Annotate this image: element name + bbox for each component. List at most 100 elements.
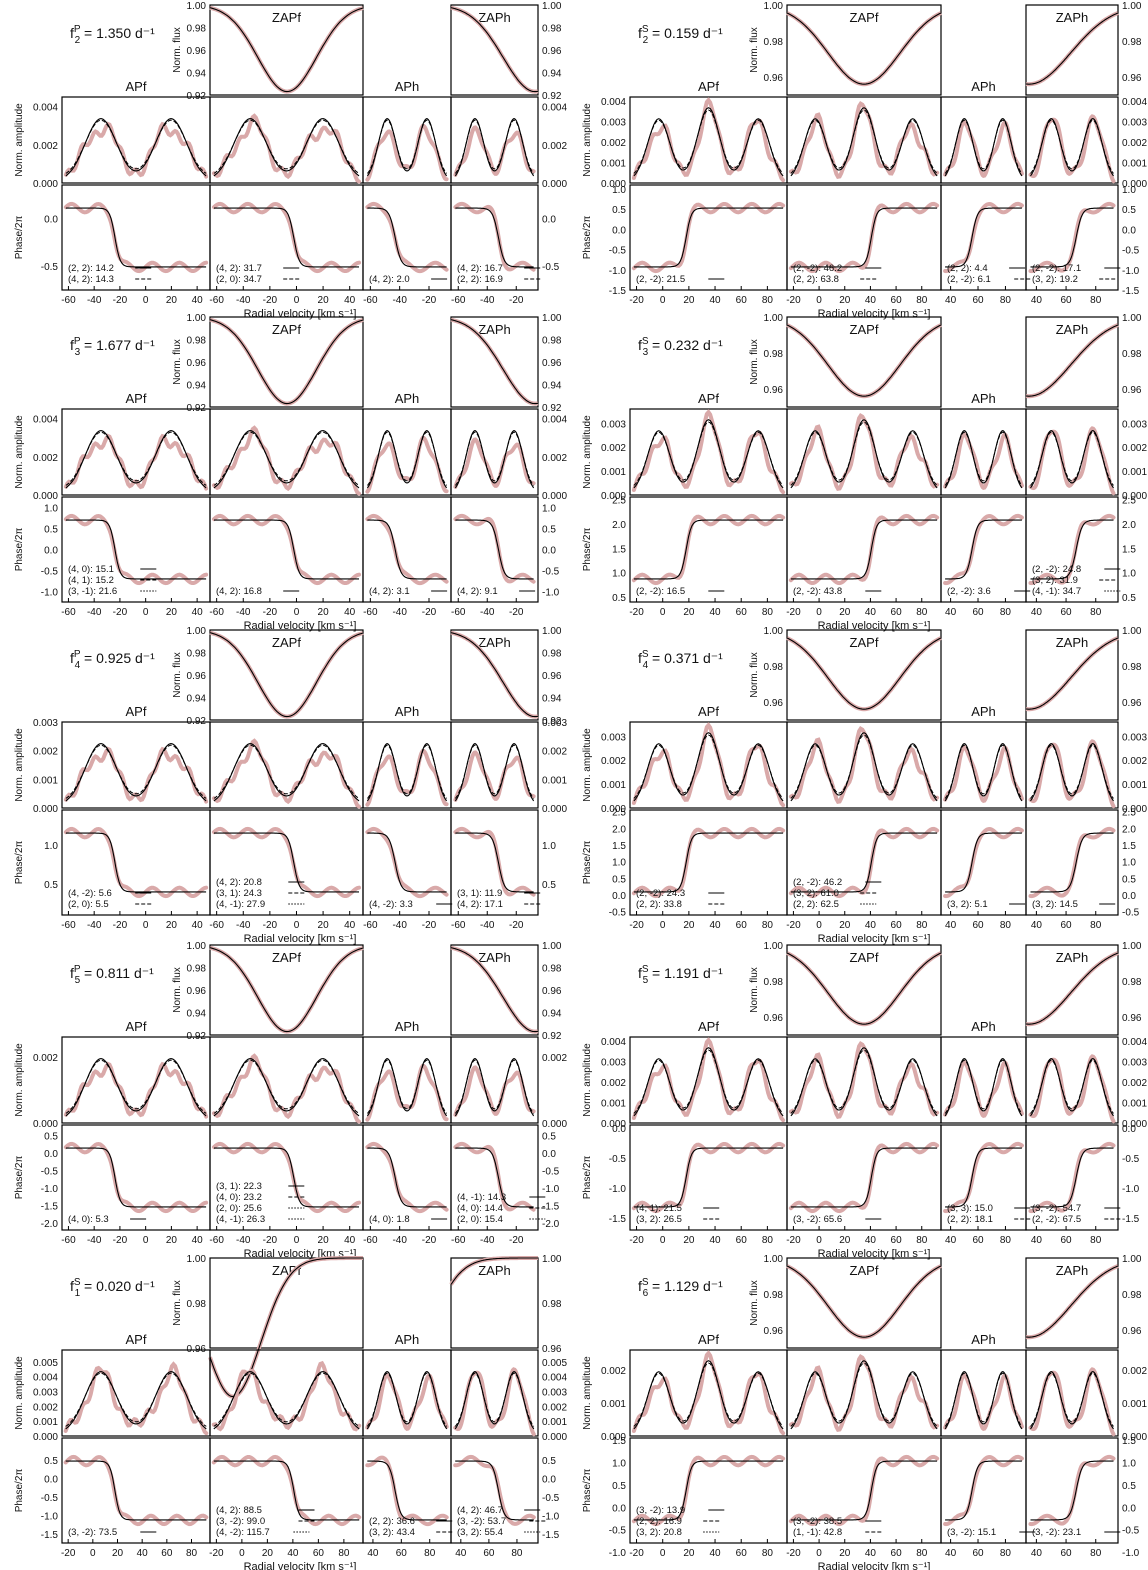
xtick-label: 60 bbox=[972, 1548, 984, 1559]
apf-amplitude-model-2 bbox=[633, 1362, 784, 1427]
xtick-label: -20 bbox=[113, 295, 128, 306]
legend-zapf-text: (2, 0): 25.6 bbox=[216, 1203, 262, 1214]
legend-zaph-text: (4, 2): 16.7 bbox=[457, 263, 503, 274]
zapf-amplitude-observed bbox=[211, 1360, 362, 1432]
legend-zapf-text: (2, -2): 46.2 bbox=[793, 877, 842, 888]
xtick-label: 80 bbox=[338, 1548, 350, 1559]
zapf-amplitude-model bbox=[790, 1360, 938, 1430]
aph-title: APh bbox=[971, 1019, 996, 1034]
zaph-amplitude-model-2 bbox=[454, 431, 535, 486]
apf-amplitude-model bbox=[65, 1371, 207, 1430]
xtick-label: 40 bbox=[137, 1548, 149, 1559]
chart-block-9: fS 1 = 0.020 d⁻¹ ZAPf ZAPh 1.00 1.00 0.98 0.98 0… bbox=[14, 1254, 567, 1570]
xtick-label: 60 bbox=[736, 295, 748, 306]
flux-ytick-right: 0.94 bbox=[542, 69, 562, 80]
xtick-label: 80 bbox=[762, 607, 774, 618]
aph-phase-model bbox=[367, 832, 447, 893]
xtick-label: -40 bbox=[480, 295, 495, 306]
apf-amplitude-observed bbox=[63, 1361, 209, 1436]
phase-ytick: -1.0 bbox=[609, 1184, 627, 1195]
xtick-label: -40 bbox=[480, 1235, 495, 1246]
xtick-label: 40 bbox=[945, 1548, 957, 1559]
flux-ytick: 0.94 bbox=[187, 694, 207, 705]
xtick-label: -60 bbox=[61, 1235, 76, 1246]
phase-ytick-right: 0.0 bbox=[542, 1475, 556, 1486]
amplitude-ytick-right: 0.000 bbox=[542, 1432, 567, 1443]
xtick-label: 20 bbox=[683, 920, 695, 931]
chart-block-8: fS 5 = 1.191 d⁻¹ ZAPf ZAPh 1.00 1.00 0.98 0.98 0… bbox=[582, 941, 1147, 1260]
flux-axis-label: Norm. flux bbox=[749, 652, 760, 698]
flux-ytick: 0.98 bbox=[187, 1299, 207, 1310]
xtick-label: -20 bbox=[263, 1235, 278, 1246]
xtick-label: 20 bbox=[839, 295, 851, 306]
flux-ytick-right: 1.00 bbox=[1122, 1254, 1142, 1265]
zapf-amplitude-observed bbox=[788, 412, 940, 492]
amplitude-ytick-right: 0.002 bbox=[1122, 138, 1147, 149]
zapf-amplitude-model-2 bbox=[213, 431, 360, 486]
zapf-phase-model bbox=[213, 1460, 360, 1521]
x-axis-label: Radial velocity [km s⁻¹] bbox=[244, 620, 357, 632]
legend-zaph-text: (3, 2): 19.2 bbox=[1032, 274, 1078, 285]
aph-phase-observed bbox=[365, 201, 449, 274]
zaph-amplitude-observed bbox=[453, 1065, 536, 1117]
legend-zapf-text: (3, 2): 61.0 bbox=[793, 888, 839, 899]
amplitude-axis-label: Norm. amplitude bbox=[582, 103, 593, 177]
flux-ytick-right: 0.96 bbox=[1122, 1013, 1142, 1024]
flux-axis-label: Norm. flux bbox=[749, 1280, 760, 1326]
xtick-label: 40 bbox=[865, 1235, 877, 1246]
legend-zaph-text: (3, 1): 11.9 bbox=[457, 888, 502, 899]
zaph-phase-model bbox=[1030, 1147, 1114, 1208]
legend-apf-text: (3, 2): 26.5 bbox=[636, 1214, 682, 1225]
apf-amplitude-model bbox=[65, 743, 207, 802]
amplitude-ytick: 0.002 bbox=[33, 1053, 58, 1064]
legend-apf-text: (2, -2): 16.5 bbox=[636, 586, 685, 597]
phase-ytick: -1.0 bbox=[41, 1184, 59, 1195]
zapf-phase-observed bbox=[788, 1141, 940, 1214]
phase-ytick-right: 0.5 bbox=[1122, 1481, 1136, 1492]
xtick-label: 20 bbox=[839, 920, 851, 931]
aph-amplitude-model-2 bbox=[944, 119, 1023, 174]
zaph-flux-model bbox=[450, 1257, 538, 1285]
xtick-label: -40 bbox=[87, 295, 102, 306]
zaph-phase-observed bbox=[453, 201, 536, 272]
xtick-label: 0 bbox=[660, 1235, 666, 1246]
phase-ytick: 0.5 bbox=[44, 525, 58, 536]
aph-phase-observed bbox=[365, 826, 449, 899]
xtick-label: 40 bbox=[709, 1235, 721, 1246]
legend-apf-text: (3, -2): 73.5 bbox=[68, 1527, 117, 1538]
frequency-label: fS 4 = 0.371 d⁻¹ bbox=[638, 649, 723, 671]
zapf-flux-model bbox=[209, 7, 364, 93]
amplitude-ytick-right: 0.002 bbox=[1122, 1366, 1147, 1377]
flux-ytick-right: 1.00 bbox=[1122, 626, 1142, 637]
xtick-label: 40 bbox=[367, 1548, 379, 1559]
zapf-flux-model bbox=[209, 947, 364, 1033]
zaph-phase-frame bbox=[450, 496, 539, 603]
xtick-label: 20 bbox=[839, 1235, 851, 1246]
aph-title: APh bbox=[395, 1332, 420, 1347]
apf-amplitude-model bbox=[633, 1360, 784, 1430]
aph-amplitude-observed bbox=[365, 748, 449, 807]
amplitude-ytick: 0.005 bbox=[33, 1358, 58, 1369]
zapf-title: ZAPf bbox=[272, 950, 301, 965]
xtick-label: -40 bbox=[392, 295, 407, 306]
xtick-label: 20 bbox=[839, 1548, 851, 1559]
legend-apf-text: (2, 2): 33.8 bbox=[636, 899, 682, 910]
xtick-label: 0 bbox=[294, 607, 300, 618]
legend-zapf-text: (4, -1): 26.3 bbox=[216, 1214, 265, 1225]
zaph-amplitude-frame bbox=[450, 408, 539, 496]
aph-phase-model bbox=[945, 1460, 1022, 1521]
legend-zapf-text: (1, -1): 42.8 bbox=[793, 1527, 842, 1538]
xtick-label: -60 bbox=[451, 607, 466, 618]
legend-zaph-text: (3, -2): 23.1 bbox=[1032, 1527, 1081, 1538]
apf-title: APf bbox=[126, 1332, 147, 1347]
xtick-label: 80 bbox=[916, 1235, 928, 1246]
xtick-label: 80 bbox=[1090, 920, 1102, 931]
zaph-phase-model bbox=[455, 1147, 534, 1208]
amplitude-axis-label: Norm. amplitude bbox=[14, 1043, 25, 1117]
xtick-label: 80 bbox=[1090, 1235, 1102, 1246]
zaph-flux-frame bbox=[1025, 1257, 1119, 1349]
xtick-label: -40 bbox=[236, 920, 251, 931]
phase-ytick: -1.5 bbox=[41, 1202, 59, 1213]
xtick-label: 80 bbox=[762, 1235, 774, 1246]
